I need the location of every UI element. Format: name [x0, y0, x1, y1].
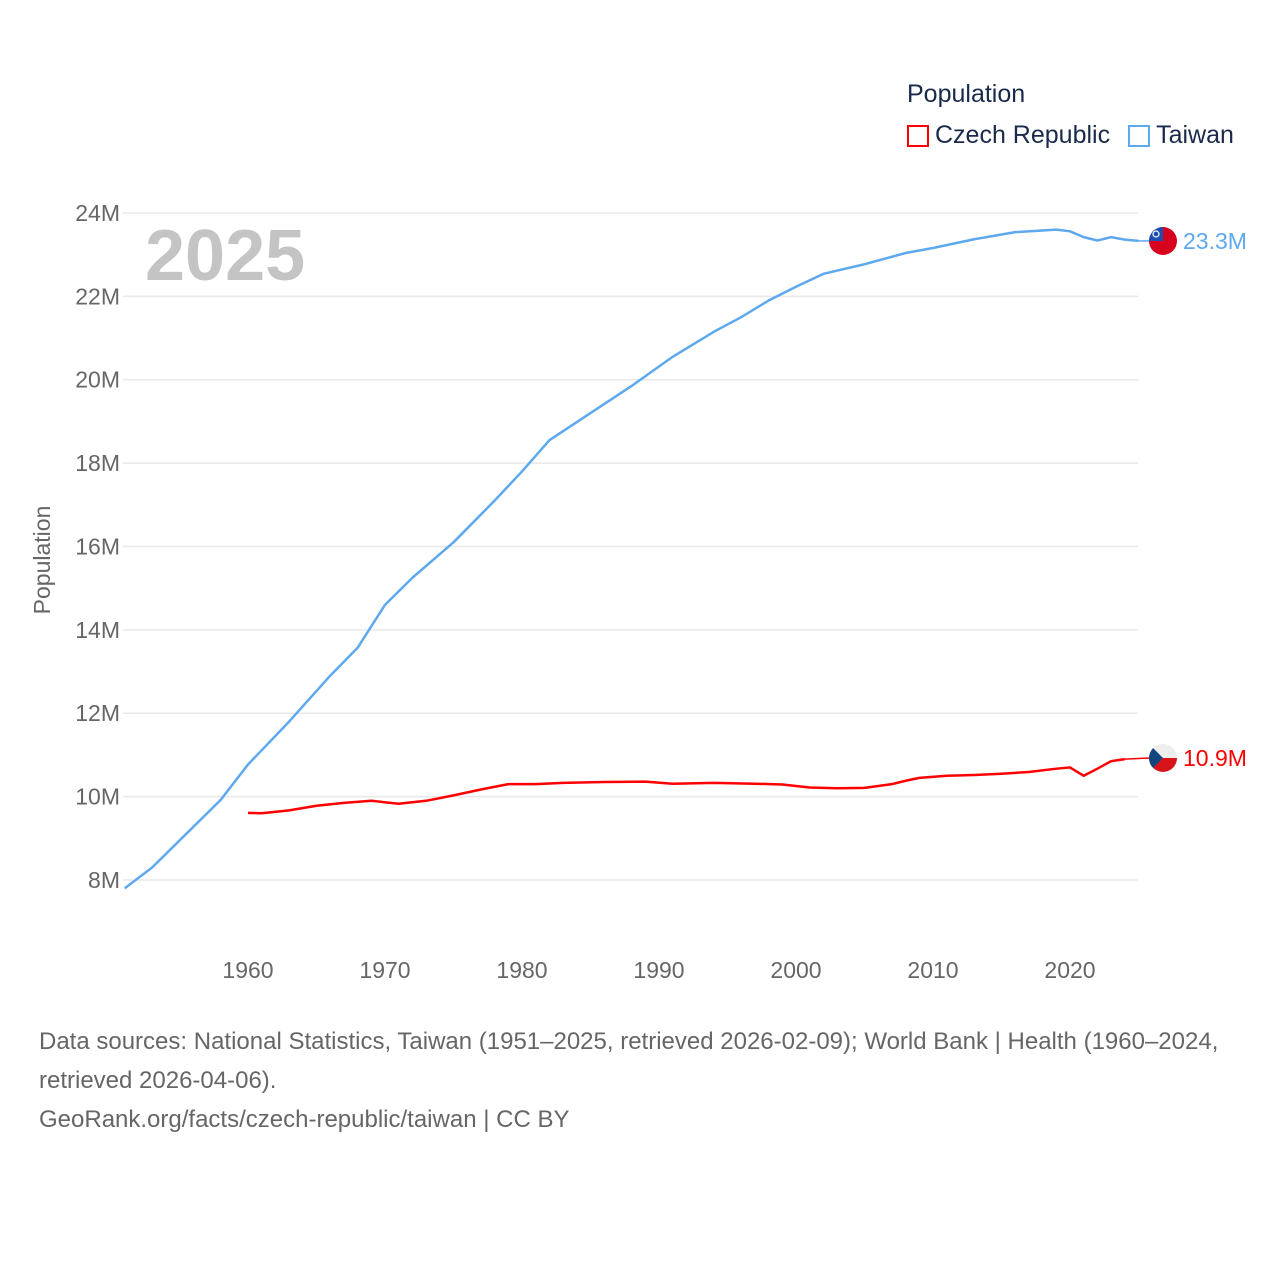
year-title: 2025 — [145, 216, 305, 296]
end-value-label: 10.9M — [1183, 745, 1247, 771]
y-tick-label: 24M — [75, 200, 120, 226]
y-tick-label: 16M — [75, 533, 120, 559]
legend-label: Taiwan — [1156, 121, 1234, 149]
y-tick-label: 10M — [75, 784, 120, 810]
legend-swatch — [1128, 124, 1151, 147]
y-tick-label: 18M — [75, 450, 120, 476]
x-tick-label: 1980 — [496, 957, 547, 983]
czech-flag-icon — [1149, 744, 1177, 772]
series-line-taiwan[interactable] — [123, 228, 1139, 890]
source-note: Data sources: National Statistics, Taiwa… — [39, 1022, 1249, 1139]
y-axis-label: Population — [29, 506, 55, 615]
x-tick-label: 2020 — [1044, 957, 1095, 983]
series-line-czech-republic[interactable] — [247, 757, 1125, 815]
legend-title: Population — [907, 80, 1026, 108]
legend-swatch — [907, 124, 929, 147]
end-value-label: 23.3M — [1183, 228, 1247, 254]
x-tick-label: 2010 — [907, 957, 958, 983]
end-connector — [1124, 757, 1151, 760]
legend-label: Czech Republic — [935, 121, 1111, 149]
y-tick-label: 22M — [75, 283, 120, 309]
x-tick-label: 1960 — [222, 957, 273, 983]
y-tick-label: 20M — [75, 367, 120, 393]
y-tick-label: 12M — [75, 700, 120, 726]
x-tick-label: 1990 — [633, 957, 684, 983]
source-text: Data sources: National Statistics, Taiwa… — [39, 1028, 1219, 1094]
y-tick-label: 8M — [88, 867, 120, 893]
x-tick-label: 2000 — [770, 957, 821, 983]
y-tick-label: 14M — [75, 617, 120, 643]
legend: Czech Republic Taiwan — [907, 121, 1234, 150]
x-tick-label: 1970 — [359, 957, 410, 983]
taiwan-flag-icon — [1149, 227, 1177, 255]
legend-item-taiwan[interactable]: Taiwan — [1128, 121, 1234, 150]
legend-item-czech-republic[interactable]: Czech Republic — [907, 121, 1110, 150]
source-link[interactable]: GeoRank.org/facts/czech-republic/taiwan … — [39, 1106, 570, 1133]
